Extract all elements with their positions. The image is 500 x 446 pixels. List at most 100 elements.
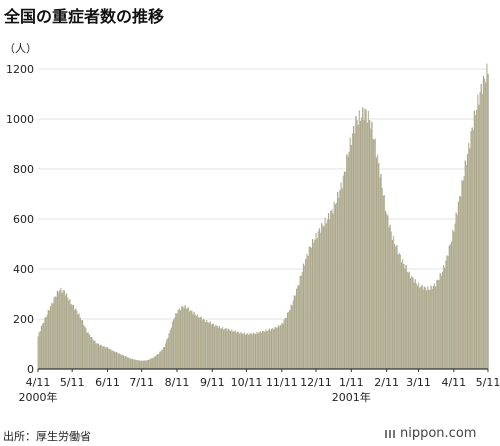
bar-256: [329, 219, 331, 369]
bar-79: [127, 357, 129, 369]
bar-36: [78, 313, 80, 369]
bar-74: [121, 354, 124, 369]
bar-369: [457, 201, 460, 369]
bar-335: [419, 287, 421, 369]
bar-134: [190, 310, 192, 369]
bar-258: [331, 209, 333, 369]
bar-99: [150, 358, 152, 369]
bar-279: [355, 116, 357, 369]
bar-0: [37, 336, 39, 369]
bar-126: [180, 306, 183, 369]
bar-306: [386, 213, 388, 369]
bars-layer: [37, 63, 489, 370]
bar-206: [272, 327, 274, 369]
bar-48: [92, 339, 94, 369]
bar-348: [433, 283, 436, 369]
bar-135: [191, 310, 193, 369]
bar-303: [382, 195, 384, 369]
bar-276: [351, 133, 354, 369]
bar-144: [201, 320, 203, 369]
bar-362: [449, 244, 452, 369]
severe-cases-chart: 0 200 400 600 800 1000 1200 4/11 5/11 6/11 7/11 8/1…: [6, 63, 500, 404]
bar-266: [340, 182, 342, 369]
bar-110: [162, 347, 165, 369]
x-tick-label: 9/11: [200, 376, 225, 389]
bar-365: [453, 231, 455, 369]
bar-324: [406, 271, 408, 369]
bar-295: [373, 139, 375, 369]
bar-238: [308, 246, 310, 369]
bar-87: [136, 360, 138, 369]
bar-137: [193, 312, 195, 369]
bar-145: [202, 318, 204, 369]
bar-42: [85, 328, 87, 369]
bar-357: [444, 267, 446, 369]
bar-153: [211, 323, 214, 369]
bar-78: [126, 357, 128, 369]
bar-325: [407, 272, 409, 369]
bar-333: [416, 285, 419, 369]
x-tick-label: 12/11: [300, 376, 332, 389]
bar-114: [167, 338, 169, 369]
bar-121: [175, 313, 177, 369]
bar-181: [243, 332, 245, 369]
bar-248: [319, 232, 322, 369]
bar-213: [280, 325, 282, 369]
bar-221: [289, 310, 291, 369]
bar-228: [297, 285, 299, 369]
bar-367: [455, 212, 457, 369]
bar-133: [188, 311, 191, 369]
bar-108: [160, 350, 162, 369]
bar-298: [376, 154, 379, 369]
bar-159: [218, 326, 220, 369]
x-tick-label: 7/11: [129, 376, 154, 389]
bar-261: [334, 204, 337, 369]
bar-31: [72, 304, 75, 369]
bar-268: [342, 175, 345, 369]
bar-379: [469, 148, 471, 369]
bar-197: [261, 330, 264, 369]
bar-327: [409, 278, 412, 369]
bar-91: [141, 360, 143, 369]
bar-368: [456, 214, 458, 369]
bar-347: [432, 285, 435, 369]
bar-195: [259, 331, 261, 369]
bar-345: [430, 285, 432, 369]
y-tick-label: 1000: [6, 113, 34, 126]
bar-355: [441, 271, 444, 369]
bar-231: [300, 275, 302, 369]
page-title: 全国の重症者数の推移: [4, 7, 165, 26]
bar-194: [258, 332, 260, 369]
bar-100: [151, 358, 153, 369]
bar-267: [341, 188, 343, 369]
bar-214: [281, 322, 283, 369]
bar-305: [384, 210, 387, 369]
bar-185: [248, 334, 250, 369]
bar-314: [395, 246, 397, 369]
x-tick-label: 1/11: [339, 376, 364, 389]
bar-346: [431, 289, 433, 369]
bar-35: [77, 314, 79, 369]
bar-316: [397, 254, 399, 369]
bar-122: [176, 313, 178, 369]
bar-10: [48, 310, 51, 369]
bar-20: [60, 287, 62, 369]
bar-157: [216, 325, 218, 369]
bar-321: [403, 264, 405, 369]
bar-196: [260, 332, 263, 369]
bar-388: [479, 91, 481, 369]
bar-124: [178, 308, 180, 369]
bar-354: [440, 275, 443, 369]
bar-50: [94, 340, 96, 369]
bar-166: [226, 330, 228, 369]
bar-150: [208, 323, 210, 369]
bar-259: [332, 213, 334, 369]
bar-76: [124, 356, 126, 369]
bar-322: [404, 268, 406, 369]
x-tick-label: 4/11: [26, 376, 51, 389]
bar-111: [163, 347, 166, 369]
bar-107: [159, 351, 161, 369]
bar-284: [360, 117, 363, 369]
bar-224: [292, 300, 294, 369]
bar-164: [224, 328, 226, 369]
